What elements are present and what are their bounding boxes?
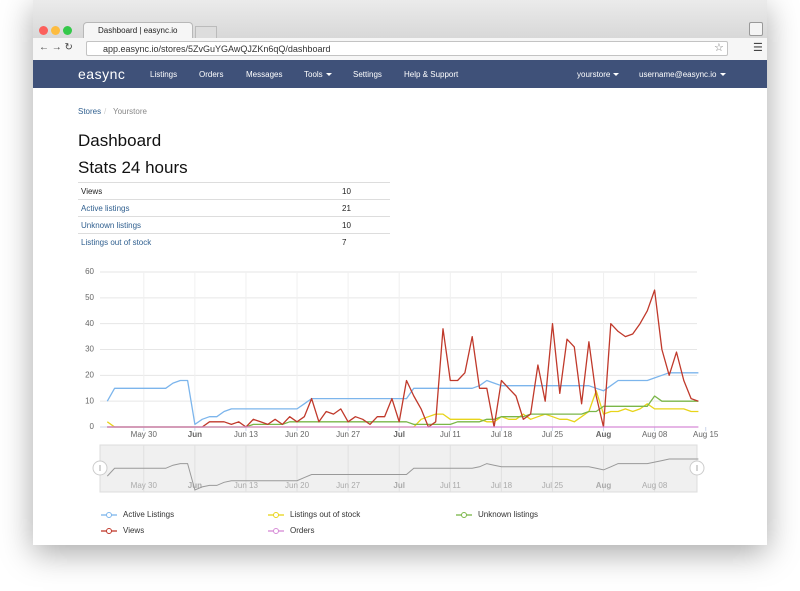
nav-item[interactable]: Help & Support [404,70,459,79]
series-line [107,289,699,428]
nav-item[interactable]: Tools [304,70,332,79]
stats-row: Listings out of stock 7 [78,233,390,250]
x-tick-label: Jun 13 [234,430,259,439]
close-button[interactable] [39,26,48,35]
legend-label[interactable]: Unknown listings [478,510,538,519]
navigator-tick-label: Jul [393,481,405,490]
stat-value: 7 [339,233,390,250]
legend-label[interactable]: Orders [290,526,314,535]
minimize-button[interactable] [51,26,60,35]
y-tick-label: 0 [90,422,95,431]
breadcrumb-separator: / [104,107,107,116]
zoom-button[interactable] [63,26,72,35]
stats-table: Views 10 Active listings 21 Unknown listings… [78,182,390,250]
x-tick-label: Aug [596,430,612,439]
navigator-tick-label: Jul 25 [542,481,564,490]
stat-label[interactable]: Active listings [78,199,339,217]
y-tick-label: 60 [85,267,94,276]
legend-marker [461,512,467,518]
nav-item[interactable]: Orders [199,70,224,79]
nav-item[interactable]: Settings [353,70,382,79]
legend-label[interactable]: Listings out of stock [290,510,361,519]
breadcrumb-link[interactable]: Stores [78,107,102,116]
navigator-tick-label: Aug 08 [642,481,668,490]
navigator-tick-label: May 30 [131,481,158,490]
profile-button[interactable] [749,22,763,36]
y-tick-label: 20 [85,370,94,379]
x-tick-label: Jul 18 [491,430,513,439]
navbar: easync Listings Orders Messages Tools Se… [33,60,767,88]
nav-buttons[interactable]: ← → ↻ [39,42,73,53]
navigator-tick-label: Aug [596,481,612,490]
navigator-tick-label: Jul 18 [491,481,513,490]
x-tick-label: Jul 25 [542,430,564,439]
breadcrumb-current: Yourstore [113,107,147,116]
stat-value: 21 [339,199,390,217]
section-title: Stats 24 hours [78,158,188,177]
x-tick-label: Jun 20 [285,430,310,439]
store-menu[interactable]: yourstore [577,70,619,79]
y-tick-label: 40 [85,319,94,328]
stats-row: Active listings 21 [78,199,390,217]
x-tick-label: Jun 27 [336,430,361,439]
user-menu[interactable]: username@easync.io [639,70,726,79]
navigator-tick-label: Jun 27 [336,481,361,490]
y-tick-label: 10 [85,396,94,405]
legend-label[interactable]: Views [123,526,144,535]
navigator-tick-label: Jun 20 [285,481,310,490]
navigator-tick-label: Jun [188,481,202,490]
legend-marker [273,528,279,534]
x-tick-label: May 30 [131,430,158,439]
stat-value: 10 [339,216,390,234]
navigator-tick-label: Jun 13 [234,481,259,490]
stat-label: Views [78,182,339,200]
stat-value: 10 [339,182,390,200]
legend-marker [273,512,279,518]
navigator-line [106,458,699,491]
navigator-tick-label: Jul 11 [440,481,461,490]
x-tick-label: Aug 15 [693,430,719,439]
bookmark-star[interactable]: ☆ [714,42,724,54]
y-tick-label: 50 [85,293,94,302]
stats-row: Views 10 [78,182,390,200]
legend-marker [106,512,112,518]
x-tick-label: Jun [188,430,202,439]
x-tick-label: Jul [393,430,405,439]
tab[interactable]: Dashboard | easync.io [83,22,193,38]
x-tick-label: Jul 11 [440,430,461,439]
nav-item[interactable]: Messages [246,70,283,79]
legend-label[interactable]: Active Listings [123,510,174,519]
stat-label[interactable]: Unknown listings [78,216,339,234]
page-title: Dashboard [78,131,162,150]
new-tab[interactable] [195,26,217,39]
y-tick-label: 30 [85,345,94,354]
logo[interactable]: easync [78,66,126,82]
x-tick-label: Aug 08 [642,430,668,439]
tab-bar: Dashboard | easync.io [33,0,767,39]
address-bar[interactable]: app.easync.io/stores/5ZvGuYGAwQJZKn6qQ/d… [86,41,728,56]
menu-button[interactable]: ☰ [753,42,763,54]
stats-row: Unknown listings 10 [78,216,390,234]
stat-label[interactable]: Listings out of stock [78,233,339,250]
legend-marker [106,528,112,534]
nav-item[interactable]: Listings [150,70,178,79]
